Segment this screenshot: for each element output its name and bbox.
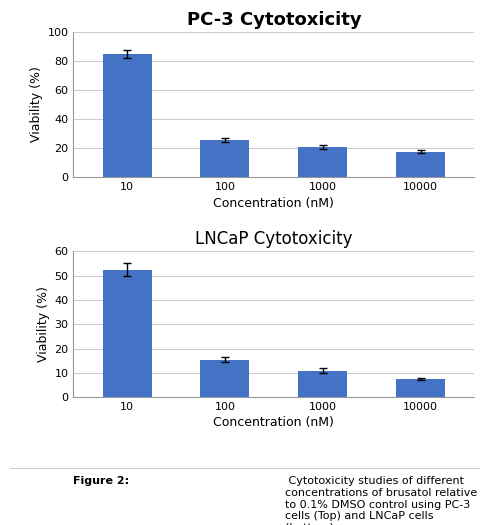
Bar	[298, 147, 346, 177]
Title: PC-3 Cytotoxicity: PC-3 Cytotoxicity	[186, 10, 361, 28]
Bar	[102, 54, 151, 177]
X-axis label: Concentration (nM): Concentration (nM)	[213, 196, 334, 209]
Bar	[200, 360, 249, 397]
Bar	[298, 371, 346, 397]
X-axis label: Concentration (nM): Concentration (nM)	[213, 416, 334, 429]
Y-axis label: Viability (%): Viability (%)	[37, 286, 50, 362]
Title: LNCaP Cytotoxicity: LNCaP Cytotoxicity	[195, 230, 352, 248]
Y-axis label: Viability (%): Viability (%)	[30, 67, 43, 142]
Text: Figure 2:: Figure 2:	[73, 476, 129, 486]
Bar	[395, 379, 444, 397]
Bar	[200, 140, 249, 177]
Text: Cytotoxicity studies of different concentrations of brusatol relative to 0.1% DM: Cytotoxicity studies of different concen…	[284, 476, 476, 525]
Bar	[102, 269, 151, 397]
Bar	[395, 152, 444, 177]
